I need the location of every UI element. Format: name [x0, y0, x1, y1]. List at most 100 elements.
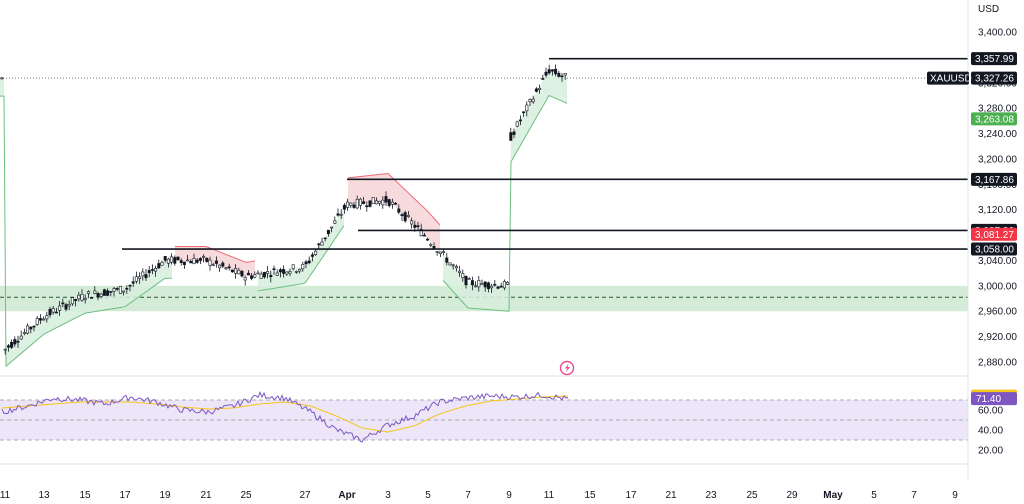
candle-body[interactable] [13, 339, 17, 345]
candle-body[interactable] [323, 237, 327, 240]
candles[interactable] [0, 64, 567, 355]
candle-body[interactable] [58, 305, 62, 311]
candle-body[interactable] [192, 258, 196, 265]
candle-body[interactable] [227, 266, 231, 269]
candle-body[interactable] [35, 318, 39, 325]
candle-body[interactable] [250, 275, 254, 279]
candle-body[interactable] [362, 201, 366, 205]
candle-body[interactable] [259, 273, 263, 279]
candle-body[interactable] [394, 202, 398, 205]
candle-body[interactable] [80, 293, 84, 301]
candle-body[interactable] [531, 98, 535, 103]
candle-body[interactable] [493, 283, 497, 286]
candle-body[interactable] [96, 293, 100, 298]
candle-body[interactable] [237, 269, 241, 275]
candle-body[interactable] [240, 270, 244, 277]
candle-body[interactable] [61, 302, 65, 305]
candle-body[interactable] [480, 283, 484, 285]
candle-body[interactable] [141, 271, 145, 277]
candle-body[interactable] [170, 256, 174, 263]
candle-body[interactable] [320, 241, 324, 246]
candle-body[interactable] [307, 260, 311, 264]
supertrend-up-1-fill[interactable] [0, 78, 172, 367]
candle-body[interactable] [464, 275, 468, 286]
candle-body[interactable] [512, 131, 516, 135]
candle-body[interactable] [186, 259, 190, 262]
candle-body[interactable] [461, 273, 465, 279]
candle-body[interactable] [275, 272, 279, 276]
candle-body[interactable] [288, 271, 292, 274]
candle-body[interactable] [470, 280, 474, 286]
candle-body[interactable] [0, 77, 4, 80]
candle-body[interactable] [256, 272, 260, 275]
candle-body[interactable] [112, 288, 116, 292]
candle-body[interactable] [42, 318, 46, 321]
candle-body[interactable] [74, 299, 78, 301]
candle-body[interactable] [285, 271, 289, 275]
candle-body[interactable] [70, 297, 74, 305]
candle-body[interactable] [291, 264, 295, 269]
supertrend-down-2-fill[interactable] [348, 173, 440, 252]
supertrend-up-3-line[interactable] [442, 94, 568, 312]
candle-body[interactable] [365, 205, 369, 208]
candle-body[interactable] [211, 264, 215, 266]
candle-body[interactable] [144, 274, 148, 279]
candle-body[interactable] [19, 335, 23, 340]
candle-body[interactable] [378, 201, 382, 204]
candle-body[interactable] [310, 254, 314, 257]
rsi-pane[interactable] [0, 390, 968, 443]
candle-body[interactable] [390, 201, 394, 205]
candle-body[interactable] [374, 200, 378, 205]
candle-body[interactable] [29, 326, 33, 330]
candle-body[interactable] [454, 266, 458, 269]
candle-body[interactable] [486, 282, 490, 289]
candle-body[interactable] [560, 75, 564, 78]
candle-body[interactable] [67, 304, 71, 307]
candle-body[interactable] [195, 259, 199, 263]
candle-body[interactable] [134, 276, 138, 282]
candle-body[interactable] [419, 228, 423, 237]
candle-body[interactable] [208, 259, 212, 266]
candle-body[interactable] [189, 261, 193, 264]
candle-body[interactable] [3, 348, 7, 351]
candle-body[interactable] [342, 204, 346, 210]
supertrend-up-2-fill[interactable] [258, 209, 344, 291]
candle-body[interactable] [477, 280, 481, 288]
candle-body[interactable] [77, 294, 81, 300]
candle-body[interactable] [346, 201, 350, 208]
candle-body[interactable] [93, 290, 97, 294]
candle-body[interactable] [371, 197, 375, 204]
candle-body[interactable] [509, 132, 513, 141]
candle-body[interactable] [518, 119, 522, 122]
candle-body[interactable] [224, 267, 228, 270]
candle-body[interactable] [541, 78, 545, 80]
candle-body[interactable] [355, 198, 359, 209]
candle-body[interactable] [534, 88, 538, 92]
candle-body[interactable] [554, 68, 558, 75]
candle-body[interactable] [397, 208, 401, 213]
supertrend-up-3-fill[interactable] [443, 70, 567, 312]
candle-body[interactable] [154, 268, 158, 272]
candle-body[interactable] [253, 274, 257, 278]
candle-body[interactable] [202, 256, 206, 258]
candle-body[interactable] [38, 318, 42, 321]
candle-body[interactable] [550, 69, 554, 72]
candle-body[interactable] [490, 285, 494, 289]
candle-body[interactable] [349, 202, 353, 206]
candle-body[interactable] [26, 325, 30, 334]
candle-body[interactable] [544, 71, 548, 76]
candle-body[interactable] [99, 293, 103, 297]
candle-body[interactable] [525, 104, 529, 112]
candle-body[interactable] [269, 274, 273, 278]
candle-body[interactable] [218, 264, 222, 269]
main-pane[interactable] [0, 57, 968, 368]
candle-body[interactable] [166, 258, 170, 264]
candle-body[interactable] [384, 196, 388, 203]
candle-body[interactable] [115, 288, 119, 290]
candle-body[interactable] [538, 87, 542, 90]
candle-body[interactable] [467, 278, 471, 280]
candle-body[interactable] [64, 304, 68, 310]
candle-body[interactable] [432, 246, 436, 249]
candle-body[interactable] [410, 220, 414, 225]
supertrend-up-2-line[interactable] [257, 225, 345, 292]
